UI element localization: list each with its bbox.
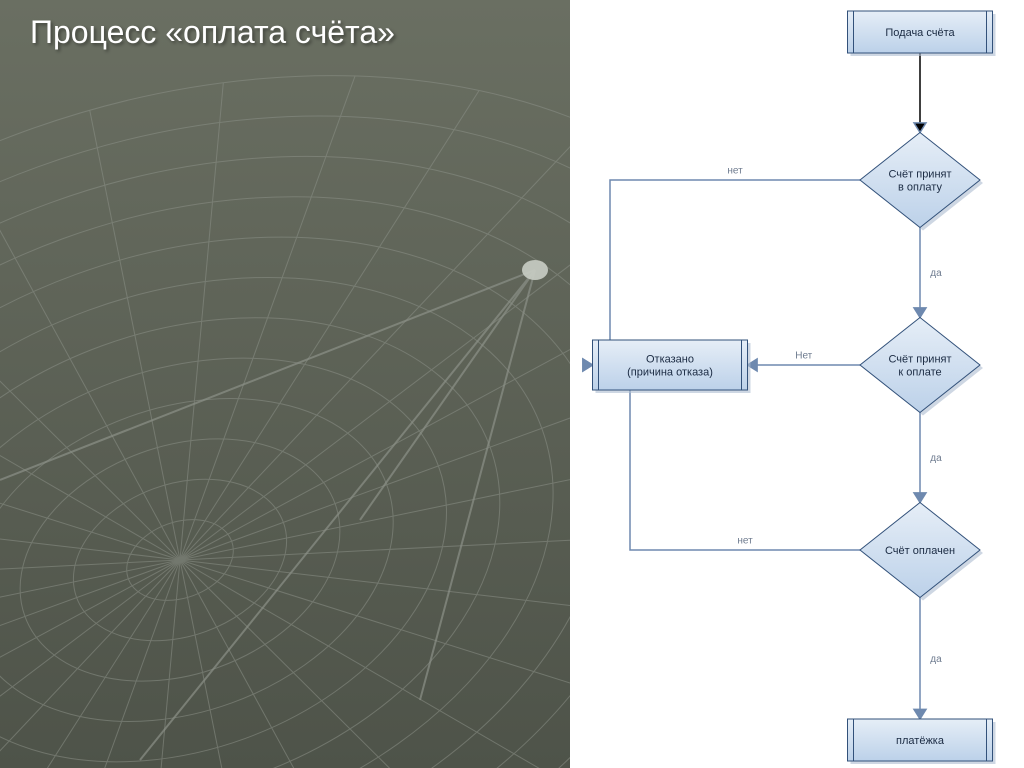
flow-node-n1: Подача счёта	[848, 11, 996, 56]
flow-node-label: Счёт оплачен	[885, 545, 955, 557]
flow-edge	[593, 180, 861, 365]
edge-label: нет	[737, 536, 753, 547]
edge-label: Нет	[795, 351, 812, 362]
edge-label: да	[930, 268, 942, 279]
flow-node-r1: Отказано(причина отказа)	[593, 340, 751, 393]
flow-node-d3: Счёт оплачен	[860, 503, 983, 601]
background-antenna-graphic	[0, 0, 570, 768]
flow-node-label: Подача счёта	[885, 27, 955, 39]
page-title: Процесс «оплата счёта»	[30, 14, 395, 51]
flow-node-d2: Счёт принятк оплате	[860, 318, 983, 416]
flowchart: да да да Нет нет нет Подача счёта Счёт принятв …	[570, 0, 1024, 768]
edge-label: да	[930, 654, 942, 665]
flow-node-label: платёжка	[896, 735, 945, 747]
flow-node-n2: платёжка	[848, 719, 996, 764]
flow-node-d1: Счёт принятв оплату	[860, 133, 983, 231]
edge-label: нет	[727, 166, 743, 177]
edge-label: да	[930, 453, 942, 464]
